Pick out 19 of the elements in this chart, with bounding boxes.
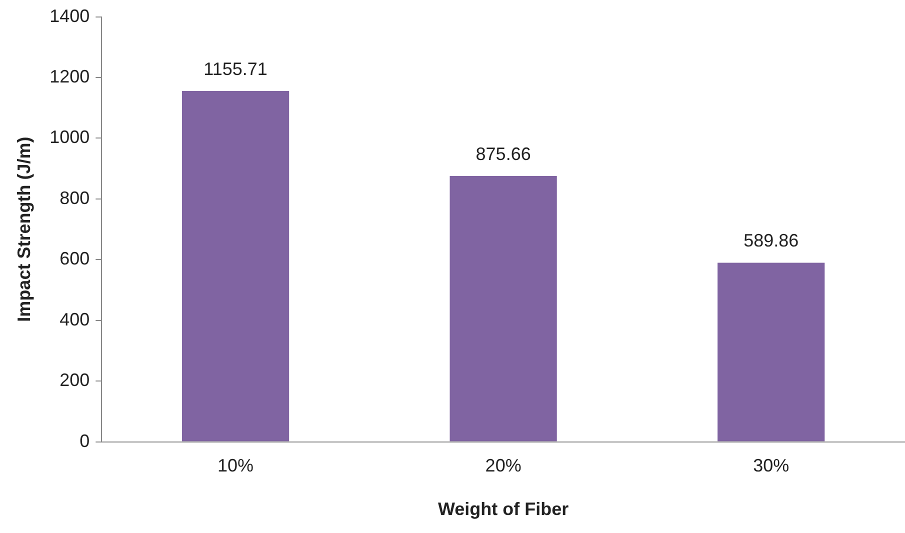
x-axis-title: Weight of Fiber xyxy=(438,499,569,520)
bar xyxy=(182,90,290,442)
x-tick-label: 10% xyxy=(218,456,254,476)
x-tick-label: 20% xyxy=(485,456,522,476)
y-tick-label: 800 xyxy=(60,188,90,208)
y-tick-label: 1000 xyxy=(50,127,90,148)
bar xyxy=(718,262,825,442)
y-tick-label: 1200 xyxy=(50,66,90,86)
y-tick-label: 200 xyxy=(60,370,90,390)
y-tick-label: 400 xyxy=(60,309,90,330)
y-tick-label: 0 xyxy=(80,430,90,451)
y-tick-label: 600 xyxy=(60,248,90,269)
y-tick-label: 1400 xyxy=(50,6,90,26)
x-tick-label: 30% xyxy=(753,456,790,476)
data-label: 1155.71 xyxy=(204,58,268,79)
data-label: 875.66 xyxy=(476,144,531,164)
y-axis-title: Impact Strength (J/m) xyxy=(14,136,34,322)
bar xyxy=(450,176,557,442)
data-label: 589.86 xyxy=(744,230,799,251)
